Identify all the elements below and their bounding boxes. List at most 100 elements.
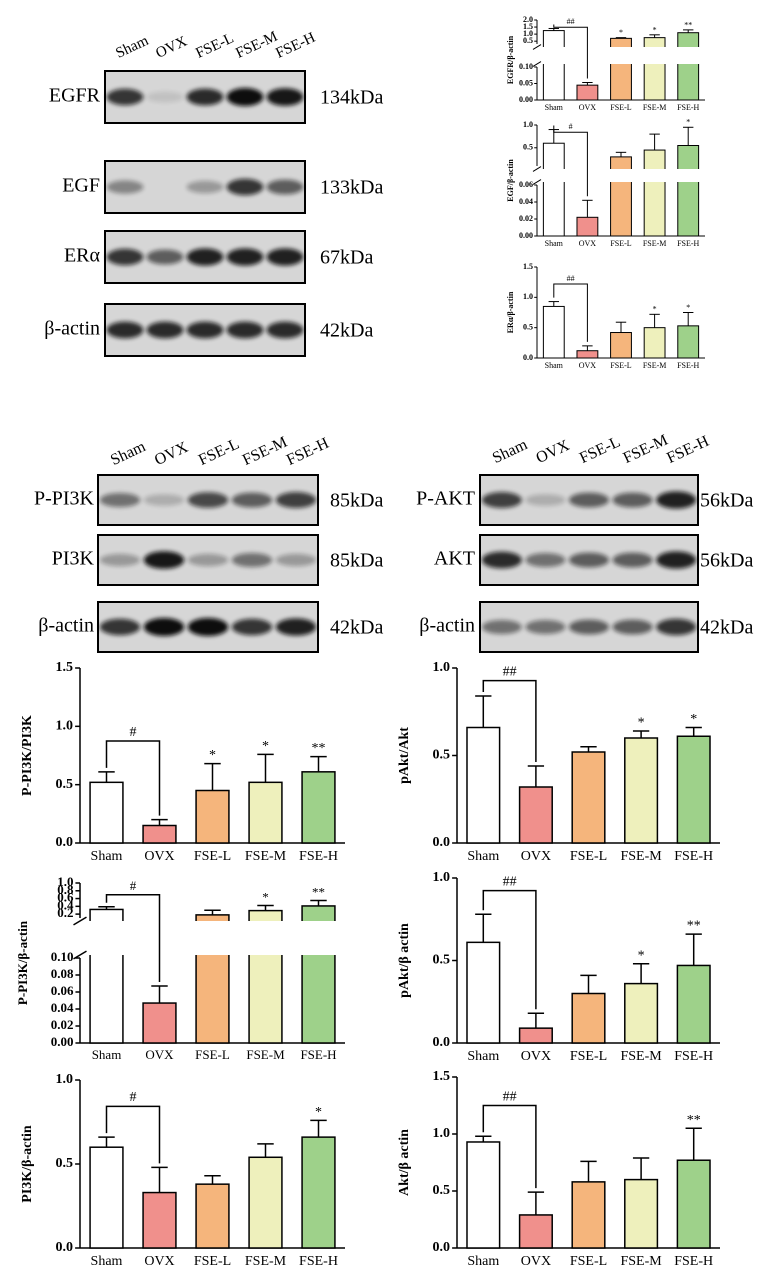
bracket-label: # (130, 725, 137, 740)
y-tick-label: 0.5 (523, 36, 533, 45)
bar (248, 1156, 283, 1249)
y-tick-label: 1.0 (523, 292, 533, 301)
significance-bracket (105, 740, 161, 816)
lane-label: FSE-M (233, 29, 280, 62)
significance-star: * (686, 303, 690, 312)
bar (466, 1141, 501, 1249)
bracket-label: ## (567, 17, 575, 26)
significance-star: * (315, 1105, 322, 1120)
significance-star: ** (687, 1113, 701, 1128)
break-mark (73, 950, 87, 960)
x-tick-label: OVX (521, 1254, 551, 1269)
bar (301, 771, 336, 844)
x-tick-label: FSE-H (677, 103, 699, 112)
y-tick-label: 0.5 (433, 953, 451, 968)
band (275, 492, 317, 508)
y-tick-label: 0.5 (56, 1156, 74, 1171)
x-tick-label: FSE-M (643, 361, 667, 370)
y-axis-title: Akt/β actin (397, 1129, 412, 1196)
x-tick-label: FSE-M (245, 849, 287, 864)
y-tick-label: 1.0 (433, 660, 451, 675)
x-tick-label: FSE-L (570, 1254, 607, 1269)
band (568, 492, 610, 508)
y-tick-label: 0.0 (523, 353, 533, 362)
y-tick-label: 0.0 (433, 1240, 451, 1255)
significance-star: ** (684, 20, 692, 29)
y-tick-label: 0.00 (519, 231, 533, 240)
significance-bracket (553, 24, 588, 79)
lane-label: FSE-L (193, 30, 236, 61)
bar (676, 964, 711, 1044)
y-tick-label: 0.0 (56, 835, 74, 850)
protein-label: P-PI3K (34, 488, 95, 510)
band (568, 619, 610, 635)
y-axis-title: P-PI3K/β-actin (15, 920, 30, 1005)
bar (542, 305, 565, 359)
y-tick-label: 2.0 (523, 15, 533, 24)
significance-star: * (209, 748, 216, 763)
significance-bracket (482, 889, 537, 1010)
y-tick-label: 0.5 (523, 322, 533, 331)
y-tick-label: 1.0 (523, 120, 533, 129)
y-tick-label: 0.5 (433, 1183, 451, 1198)
protein-label: P-AKT (416, 488, 475, 510)
significance-star: * (686, 118, 690, 127)
band (106, 321, 144, 339)
lane-label: FSE-H (284, 435, 332, 469)
y-tick-label: 1.0 (433, 1126, 451, 1141)
y-tick-label: 0.4 (57, 897, 74, 912)
y-tick-label: 1.5 (433, 1069, 451, 1084)
y-tick-label: 0.04 (51, 1000, 74, 1015)
band (612, 492, 653, 508)
y-tick-label: 1.0 (57, 874, 73, 889)
bar (676, 735, 711, 844)
size-label: 56kDa (700, 490, 753, 512)
y-tick-label: 0.00 (51, 1034, 74, 1049)
band (231, 492, 273, 508)
x-tick-label: FSE-H (299, 1254, 338, 1269)
protein-label: EGFR (49, 85, 101, 107)
lane-label: FSE-H (664, 433, 712, 467)
y-tick-label: 1.0 (56, 1072, 74, 1087)
band (226, 178, 264, 196)
band (226, 321, 264, 339)
bracket-label: # (130, 1090, 137, 1105)
bar (576, 216, 599, 237)
band (656, 551, 697, 569)
size-label: 42kDa (330, 617, 383, 639)
bar (624, 737, 659, 844)
y-tick-label: 0.02 (519, 214, 533, 223)
band (275, 618, 317, 636)
y-tick-label: 0.05 (519, 78, 533, 87)
y-tick-label: 0.5 (433, 748, 451, 763)
band (226, 88, 264, 106)
x-tick-label: FSE-L (570, 1049, 607, 1064)
significance-star: * (262, 739, 269, 754)
x-tick-label: FSE-H (300, 1047, 336, 1062)
lane-label: OVX (153, 33, 189, 61)
bar (624, 982, 659, 1044)
y-tick-label: 1.0 (523, 29, 533, 38)
band (481, 492, 522, 508)
break-mark (532, 179, 542, 185)
x-tick-label: FSE-H (674, 849, 713, 864)
band (266, 248, 304, 266)
band (187, 553, 229, 567)
lane-label: FSE-M (240, 434, 290, 469)
significance-bracket (553, 125, 588, 197)
x-tick-label: OVX (145, 1047, 174, 1062)
band (525, 553, 566, 567)
y-tick-label: 0.10 (519, 62, 533, 71)
y-axis-title: pAkt/β actin (397, 923, 412, 998)
significance-bracket (482, 679, 537, 762)
y-tick-label: 0.2 (57, 905, 73, 920)
y-tick-label: 0.0 (433, 835, 451, 850)
break-mark (532, 61, 542, 67)
bar (89, 781, 124, 844)
size-label: 42kDa (700, 617, 753, 639)
bar (643, 327, 666, 359)
bar (676, 1159, 711, 1249)
y-tick-label: 0.06 (519, 180, 533, 189)
band (106, 248, 144, 266)
